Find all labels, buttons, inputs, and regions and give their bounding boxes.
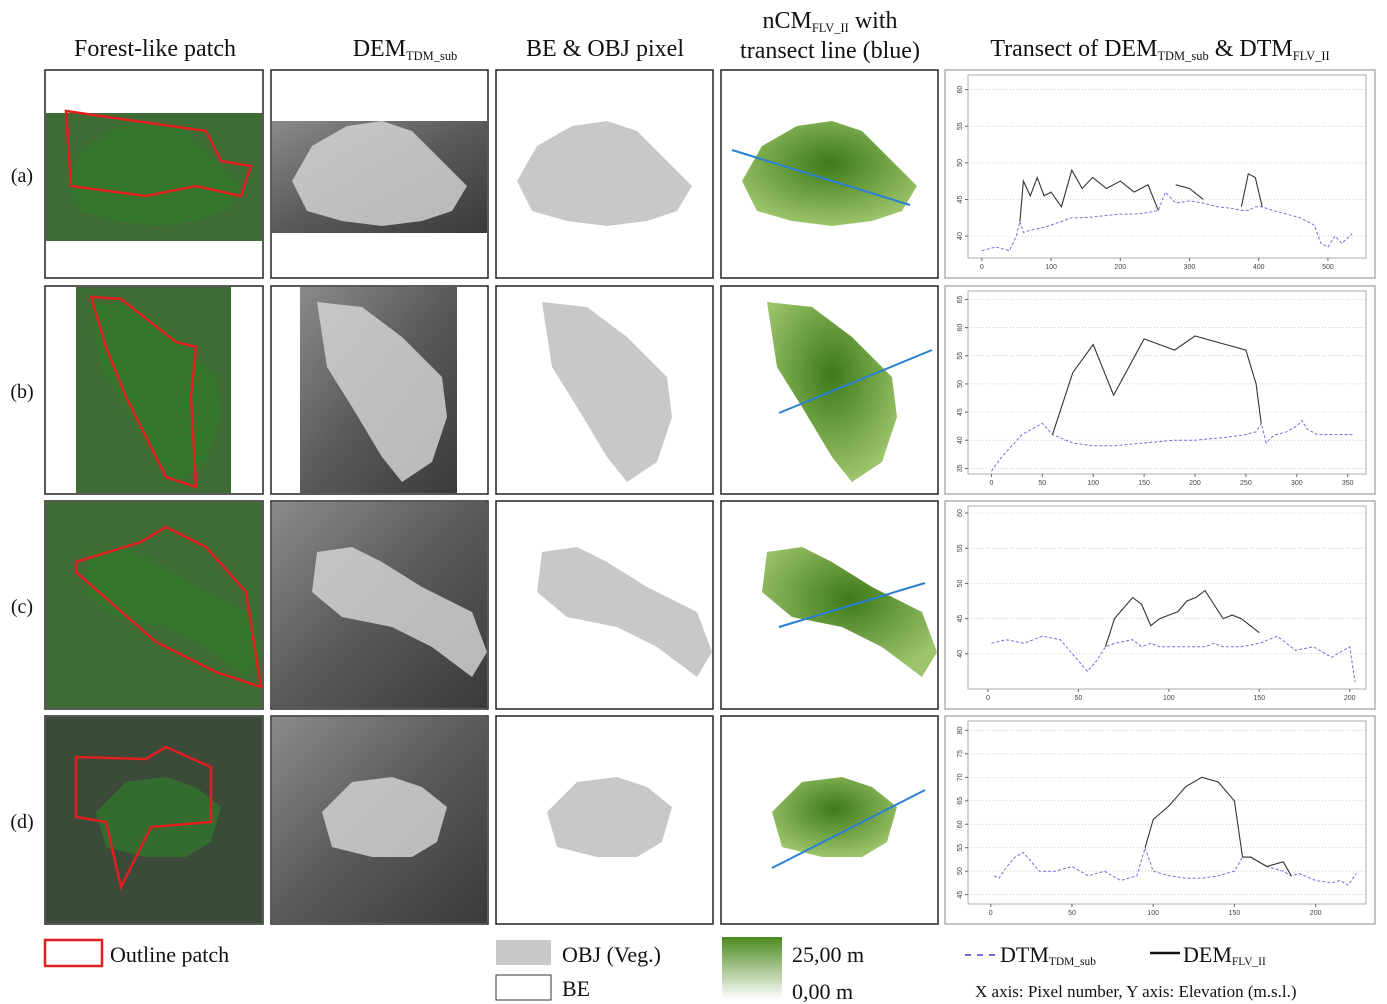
subscript: TDM_sub [1157,49,1208,63]
subscript: FLV_II [1232,956,1266,968]
chart-frame [945,70,1375,278]
text-segment: with [849,8,898,34]
y-tick-label: 60 [957,509,964,517]
text-segment: Forest-like patch [74,36,236,62]
x-tick-label: 200 [1344,695,1356,702]
legend-label: DTMTDM_sub [1000,942,1096,968]
y-tick-label: 50 [957,867,964,875]
column-header: BE & OBJ pixel [526,36,684,62]
y-tick-label: 75 [957,750,964,758]
x-tick-label: 150 [1138,480,1150,487]
x-tick-label: 0 [989,910,993,917]
x-tick-label: 150 [1253,695,1265,702]
row-label: (b) [10,381,33,403]
legend-outline-swatch [45,940,102,966]
x-tick-label: 100 [1087,480,1099,487]
y-tick-label: 55 [957,544,964,552]
row-label: (c) [11,596,33,618]
legend-obj-swatch [496,940,551,965]
legend-label: 0,00 m [792,979,853,1004]
x-tick-label: 0 [980,264,984,271]
y-tick-label: 40 [957,232,964,240]
legend-label: BE [562,976,590,1001]
row-label: (d) [10,811,33,833]
x-tick-label: 100 [1163,695,1175,702]
x-tick-label: 250 [1240,480,1252,487]
y-tick-label: 60 [957,324,964,332]
y-tick-label: 55 [957,844,964,852]
x-tick-label: 50 [1068,910,1076,917]
legend-ncm-gradient [722,937,782,999]
y-tick-label: 65 [957,295,964,303]
text-segment: BE & OBJ pixel [526,36,684,62]
x-tick-label: 0 [986,695,990,702]
column-header: Forest-like patch [74,36,236,62]
y-tick-label: 55 [957,122,964,130]
legend-label: 25,00 m [792,942,864,967]
text-segment: transect line (blue) [740,38,920,64]
subscript: FLV_II [812,21,849,35]
chart-frame [945,501,1375,709]
text-segment: DEM [1183,942,1232,967]
y-tick-label: 50 [957,159,964,167]
x-tick-label: 350 [1342,480,1354,487]
x-tick-label: 150 [1229,910,1241,917]
subscript: TDM_sub [406,49,457,63]
x-tick-label: 200 [1189,480,1201,487]
y-tick-label: 50 [957,380,964,388]
column-header: transect line (blue) [740,38,920,64]
column-header: DEMTDM_sub [353,36,458,63]
x-tick-label: 300 [1291,480,1303,487]
y-tick-label: 40 [957,436,964,444]
x-tick-label: 300 [1184,264,1196,271]
x-tick-label: 200 [1310,910,1322,917]
y-tick-label: 35 [957,464,964,472]
x-tick-label: 50 [1074,695,1082,702]
text-segment: DEM [353,36,406,62]
x-tick-label: 100 [1045,264,1057,271]
y-tick-label: 80 [957,726,964,734]
y-tick-label: 40 [957,650,964,658]
x-tick-label: 50 [1038,480,1046,487]
x-tick-label: 400 [1253,264,1265,271]
subscript: FLV_II [1293,49,1330,63]
figure: Forest-like patchDEMTDM_subBE & OBJ pixe… [0,0,1387,1004]
y-tick-label: 45 [957,408,964,416]
y-tick-label: 55 [957,352,964,360]
y-tick-label: 65 [957,797,964,805]
y-tick-label: 70 [957,773,964,781]
y-tick-label: 60 [957,86,964,94]
text-segment: Transect of DEM [990,36,1157,62]
text-segment: nCM [763,8,812,34]
axes-note: X axis: Pixel number, Y axis: Elevation … [975,982,1296,1001]
legend-label: Outline patch [110,942,229,967]
y-tick-label: 45 [957,195,964,203]
y-tick-label: 45 [957,891,964,899]
legend-be-swatch [496,975,551,1000]
text-segment: & DTM [1209,36,1293,62]
x-tick-label: 0 [989,480,993,487]
row-label: (a) [11,165,33,187]
legend-label: OBJ (Veg.) [562,942,661,967]
y-tick-label: 60 [957,820,964,828]
x-tick-label: 100 [1147,910,1159,917]
y-tick-label: 45 [957,615,964,623]
column-header: nCMFLV_II with [763,8,898,35]
text-segment: DTM [1000,942,1049,967]
y-tick-label: 50 [957,579,964,587]
x-tick-label: 500 [1322,264,1334,271]
chart-frame [945,286,1375,494]
x-tick-label: 200 [1114,264,1126,271]
subscript: TDM_sub [1049,956,1096,968]
column-header: Transect of DEMTDM_sub & DTMFLV_II [990,36,1329,63]
legend-label: DEMFLV_II [1183,942,1266,968]
chart-frame [945,716,1375,924]
